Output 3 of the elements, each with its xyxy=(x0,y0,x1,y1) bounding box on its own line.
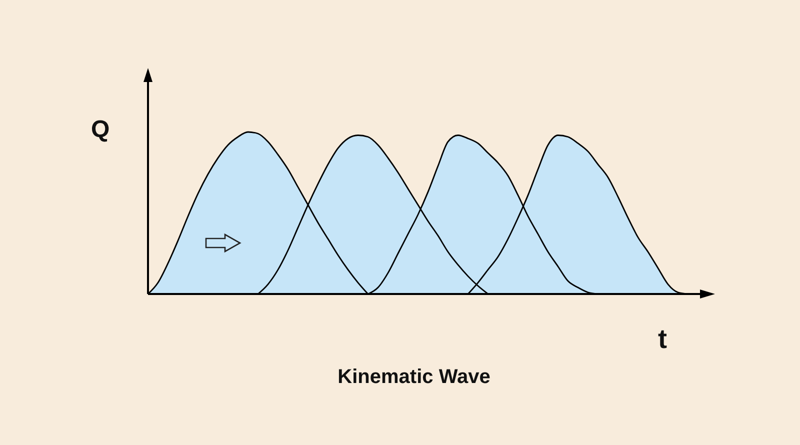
y-axis-title: Q xyxy=(91,116,110,144)
x-axis-title: t xyxy=(658,324,667,354)
text: Kinematic Wave xyxy=(338,365,490,389)
